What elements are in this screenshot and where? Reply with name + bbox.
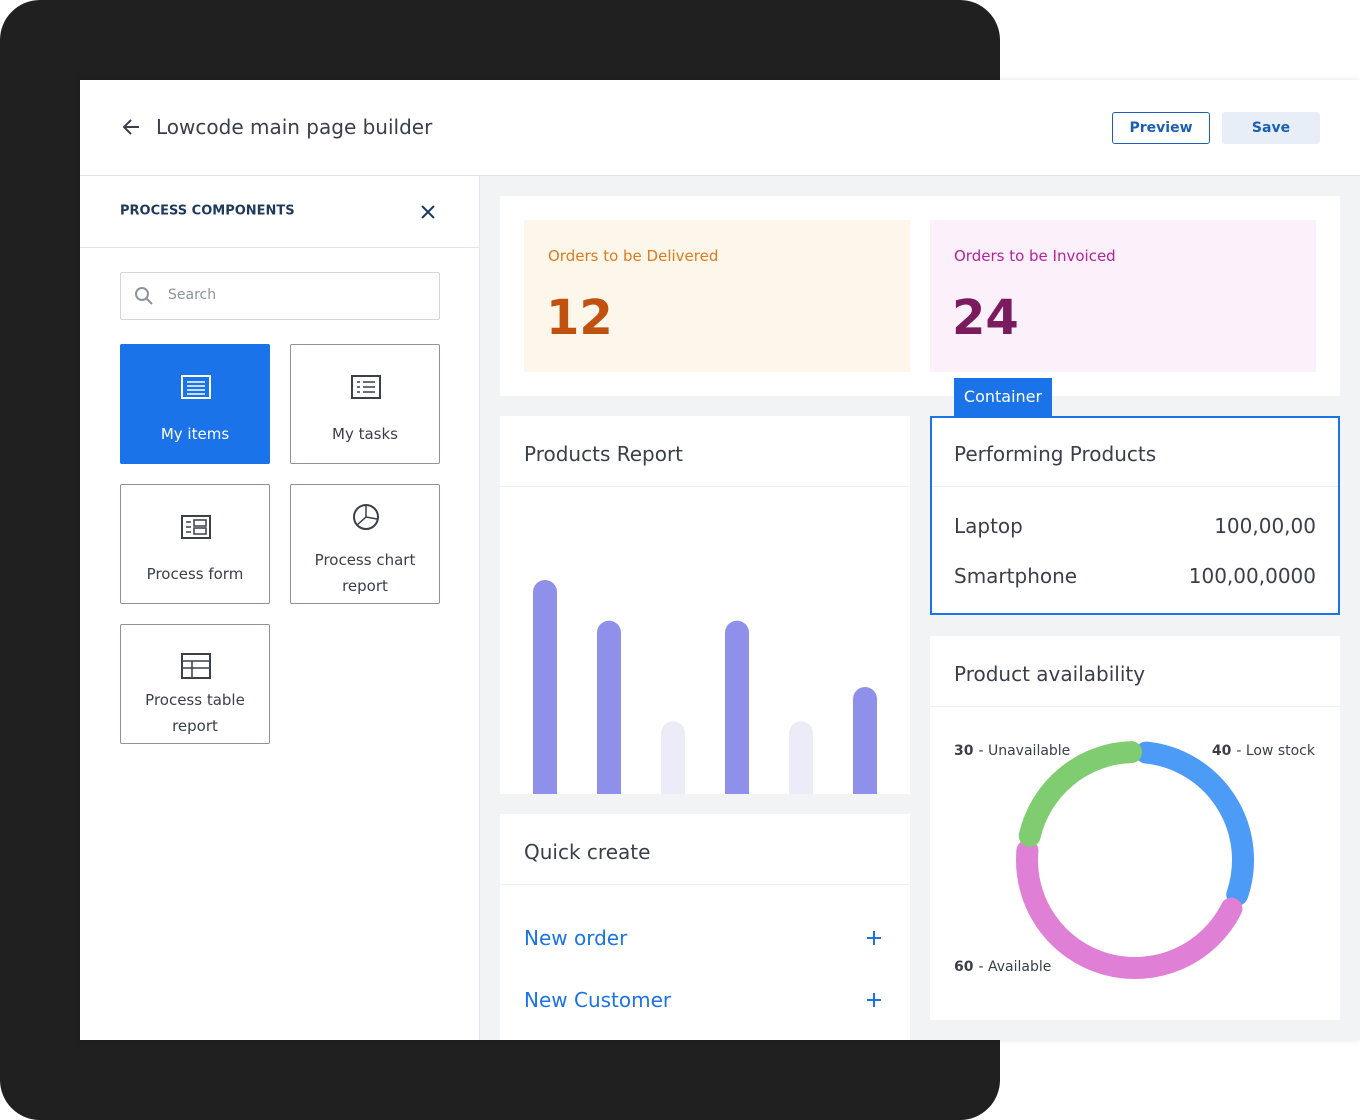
product-value: 100,00,00: [1214, 514, 1316, 538]
legend-value: 30: [954, 743, 974, 759]
performing-products-card[interactable]: [930, 416, 1340, 615]
back-arrow[interactable]: [121, 117, 141, 137]
bar: [725, 620, 749, 794]
sidebar-title: PROCESS COMPONENTS: [120, 203, 295, 219]
card-divider: [500, 486, 910, 487]
quick-create-card: [500, 814, 910, 1040]
legend-value: 60: [954, 959, 974, 975]
component-tile[interactable]: Process chart report: [290, 484, 440, 604]
stat-card: [524, 220, 910, 372]
donut-segment: [1016, 839, 1243, 979]
preview-button[interactable]: Preview: [1112, 112, 1210, 144]
close-icon[interactable]: [420, 204, 436, 220]
product-name: Smartphone: [954, 564, 1078, 588]
component-label: Process table report: [145, 691, 245, 735]
bar-chart: [533, 580, 877, 794]
donut-chart: [1016, 741, 1254, 979]
component-icon: [181, 653, 211, 679]
plus-icon[interactable]: [866, 930, 882, 946]
donut-segment: [1018, 741, 1143, 847]
card-title: Product availability: [954, 662, 1146, 686]
card-divider: [930, 706, 1340, 707]
products-report-card: [500, 416, 910, 794]
plus-stroke: [867, 931, 881, 945]
component-icon: [353, 504, 379, 530]
header-divider: [80, 175, 1360, 176]
bar: [853, 687, 877, 794]
stat-value: 24: [952, 290, 1019, 346]
card-title: Products Report: [524, 442, 684, 466]
component-label: My items: [160, 425, 230, 443]
card-divider: [500, 884, 910, 885]
sidebar-divider: [80, 247, 479, 248]
component-tile[interactable]: My tasks: [290, 344, 440, 464]
component-tile[interactable]: My items: [120, 344, 270, 464]
save-button[interactable]: Save: [1222, 112, 1320, 144]
component-tile[interactable]: Process form: [120, 484, 270, 604]
legend-item: 40- Low stock: [1212, 743, 1315, 759]
component-icon: [351, 375, 381, 399]
bar: [789, 721, 813, 794]
component-label: Process form: [146, 565, 244, 583]
bar: [661, 721, 685, 794]
quick-create-link[interactable]: New Customer: [524, 988, 672, 1012]
legend-label: - Available: [978, 959, 1052, 975]
component-icon: [181, 515, 211, 539]
component-tile[interactable]: Process table report: [120, 624, 270, 744]
component-label: My tasks: [332, 425, 398, 443]
availability-card: [930, 636, 1340, 1020]
legend-item: 30- Unavailable: [954, 743, 1070, 759]
search-placeholder: Search: [168, 287, 217, 303]
product-value: 100,00,0000: [1188, 564, 1316, 588]
search-box[interactable]: [120, 272, 440, 320]
legend-label: - Unavailable: [978, 743, 1071, 759]
product-name: Laptop: [954, 514, 1023, 538]
donut-segment: [1135, 741, 1254, 906]
component-icon: [181, 375, 211, 399]
bar: [597, 620, 621, 794]
stat-value: 12: [546, 290, 613, 346]
quick-create-link[interactable]: New order: [524, 926, 628, 950]
stat-label: Orders to be Invoiced: [954, 247, 1116, 265]
page-title: Lowcode main page builder: [156, 115, 433, 139]
stat-label: Orders to be Delivered: [548, 247, 719, 265]
card-title: Performing Products: [954, 442, 1157, 466]
search-icon: [135, 287, 153, 305]
card-title: Quick create: [524, 840, 651, 864]
card-divider: [932, 486, 1338, 487]
legend-item: 60- Available: [954, 959, 1051, 975]
plus-stroke: [867, 993, 881, 1007]
legend-label: - Low stock: [1236, 743, 1315, 759]
sidebar-border: [479, 176, 480, 1040]
component-label: Process chart report: [314, 551, 416, 595]
stat-card: [930, 220, 1316, 372]
bar: [533, 580, 557, 794]
container-tag: Container: [954, 378, 1052, 416]
legend-value: 40: [1211, 743, 1232, 759]
plus-icon[interactable]: [866, 992, 882, 1008]
